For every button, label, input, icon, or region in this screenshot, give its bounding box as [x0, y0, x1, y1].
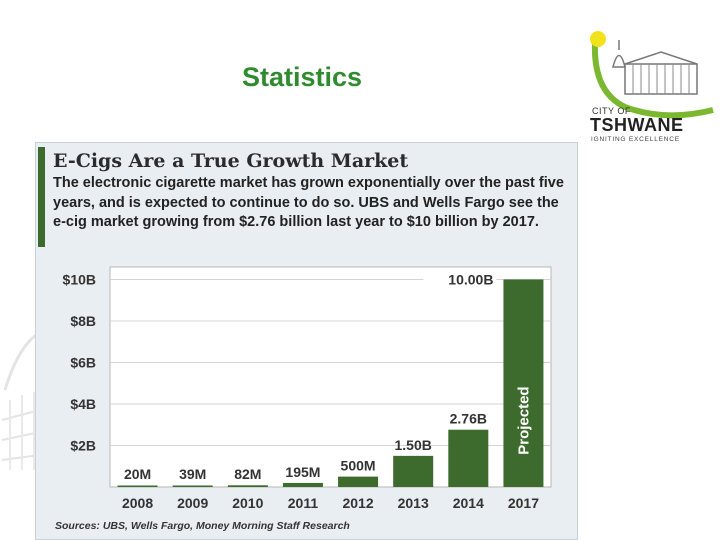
- y-tick-label: $6B: [70, 354, 96, 370]
- y-tick-label: $10B: [63, 271, 96, 287]
- x-tick-label: 2009: [177, 495, 208, 511]
- growth-bar-chart: $2B $4B $6B $8B $10B 2008 20M 2009 39M 2010 82M 201…: [63, 266, 552, 511]
- logo-tagline: IGNITING EXCELLENCE: [591, 136, 680, 143]
- label-layer: $2B $4B $6B $8B $10B 2008 20M 2009 39M 2010 82M 201…: [63, 271, 540, 511]
- data-label: 195M: [285, 464, 320, 480]
- data-label: 1.50B: [395, 437, 432, 453]
- data-label: 20M: [124, 466, 151, 482]
- x-tick-label: 2010: [232, 495, 263, 511]
- data-label: 82M: [234, 466, 261, 482]
- panel-title: E-Cigs Are a True Growth Market: [53, 150, 409, 172]
- data-label: 500M: [341, 458, 376, 474]
- panel-description: The electronic cigarette market has grow…: [53, 175, 564, 230]
- bar: [282, 482, 323, 487]
- projected-annotation: Projected: [515, 386, 532, 454]
- y-tick-label: $8B: [70, 313, 96, 329]
- bar: [503, 279, 544, 487]
- chart-source: Sources: UBS, Wells Fargo, Money Morning…: [55, 520, 350, 532]
- y-tick-label: $4B: [70, 396, 96, 412]
- data-label: 2.76B: [450, 411, 487, 427]
- x-tick-label: 2013: [398, 495, 429, 511]
- x-tick-label: 2014: [453, 495, 484, 511]
- x-tick-label: 2011: [288, 495, 319, 511]
- data-label-backing: [423, 271, 497, 289]
- bar: [227, 485, 268, 487]
- bar: [448, 429, 489, 487]
- data-label: 39M: [179, 466, 206, 482]
- panel-accent-bar: [38, 147, 45, 247]
- x-tick-label: 2012: [342, 495, 373, 511]
- logo-city-of: CITY OF: [592, 106, 631, 116]
- logo-tshwane: TSHWANE: [590, 115, 684, 135]
- y-tick-label: $2B: [70, 437, 96, 453]
- x-tick-label: 2008: [122, 495, 153, 511]
- slide-title: Statistics: [242, 62, 363, 92]
- bar: [393, 455, 434, 487]
- bar-layer: [117, 279, 544, 487]
- city-of-tshwane-logo: [590, 31, 714, 119]
- bar: [172, 485, 213, 487]
- bar: [338, 476, 379, 487]
- data-label: 10.00B: [448, 271, 493, 287]
- x-tick-label: 2017: [508, 495, 539, 511]
- bar: [117, 485, 158, 487]
